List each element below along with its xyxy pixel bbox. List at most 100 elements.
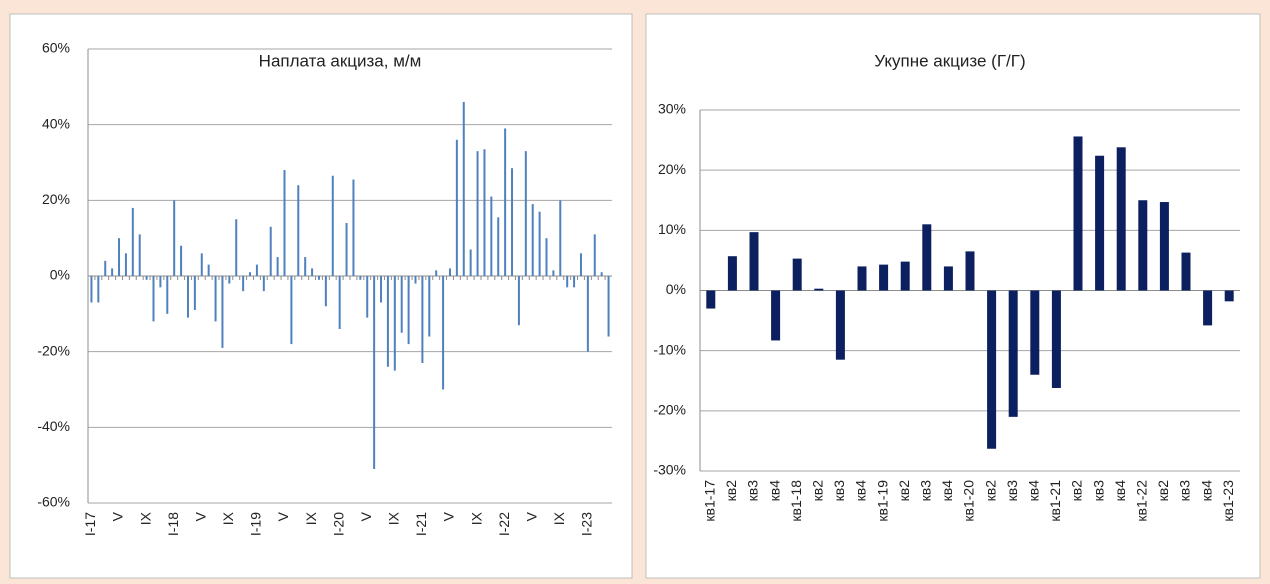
x-tick-label: кв1-23	[1220, 480, 1236, 522]
bar	[552, 270, 555, 276]
left-panel	[9, 13, 633, 579]
bar	[304, 257, 307, 276]
y-tick-label: -10%	[653, 341, 686, 357]
bar	[255, 264, 258, 276]
x-tick-label: кв3	[1177, 480, 1193, 502]
x-tick-label: кв1-21	[1047, 480, 1063, 522]
bar	[366, 276, 369, 318]
bar	[124, 253, 127, 276]
bar	[166, 276, 169, 314]
y-tick-label: 20%	[658, 161, 686, 177]
bar	[706, 290, 716, 309]
x-tick-label: кв4	[1112, 480, 1128, 502]
bar	[317, 276, 320, 280]
bar	[359, 276, 362, 280]
x-tick-label: I-23	[579, 512, 595, 536]
x-tick-label: V	[358, 511, 374, 521]
bar	[228, 276, 231, 284]
bar	[345, 223, 348, 276]
bar	[600, 272, 603, 276]
x-tick-label: кв3	[745, 480, 761, 502]
bar	[943, 266, 953, 291]
bar	[111, 268, 114, 276]
x-tick-label: IX	[137, 511, 153, 525]
bar	[407, 276, 410, 345]
y-tick-label: 10%	[658, 221, 686, 237]
bar	[545, 238, 548, 276]
bar	[1203, 290, 1213, 326]
bar	[180, 245, 183, 276]
bar	[311, 268, 314, 276]
x-tick-label: I-17	[82, 512, 98, 536]
y-tick-label: 40%	[42, 115, 70, 131]
bar	[1095, 155, 1105, 291]
x-tick-label: кв2	[1155, 480, 1171, 502]
bar	[879, 264, 889, 291]
bar	[186, 276, 189, 318]
bar	[1138, 200, 1148, 291]
bar	[517, 276, 520, 326]
bar	[1159, 202, 1169, 291]
bar	[1116, 147, 1126, 291]
y-tick-label: -40%	[37, 418, 70, 434]
bar	[814, 288, 824, 291]
chart-title: Наплата акциза, м/м	[259, 51, 422, 70]
x-tick-label: I-18	[165, 512, 181, 536]
bar	[138, 234, 141, 276]
bar	[476, 151, 479, 276]
bar	[586, 276, 589, 352]
y-tick-label: 0%	[666, 281, 686, 297]
x-tick-label: кв4	[939, 480, 955, 502]
bar	[338, 276, 341, 329]
bar	[524, 151, 527, 276]
bar	[352, 179, 355, 276]
bar	[531, 204, 534, 276]
chart-title: Укупне акцизе (Г/Г)	[874, 51, 1025, 70]
bar	[145, 276, 148, 280]
x-tick-label: I-20	[330, 512, 346, 536]
right-panel	[645, 13, 1261, 579]
bar	[104, 260, 107, 276]
x-tick-label: кв1-17	[702, 480, 718, 522]
bar	[511, 168, 514, 276]
bar	[483, 149, 486, 276]
bar	[462, 101, 465, 276]
x-tick-label: V	[192, 511, 208, 521]
x-tick-label: кв4	[1198, 480, 1214, 502]
x-tick-label: кв2	[810, 480, 826, 502]
x-tick-label: кв2	[1069, 480, 1085, 502]
x-tick-label: кв2	[896, 480, 912, 502]
bar	[221, 276, 224, 348]
y-tick-label: -60%	[37, 494, 70, 510]
x-tick-label: V	[523, 511, 539, 521]
bar	[214, 276, 217, 322]
bar	[1008, 290, 1018, 417]
x-tick-label: кв4	[1026, 480, 1042, 502]
y-tick-label: -20%	[37, 342, 70, 358]
bar	[922, 224, 932, 291]
x-tick-label: V	[275, 511, 291, 521]
x-tick-label: IX	[468, 511, 484, 525]
bar	[573, 276, 576, 288]
bar	[421, 276, 424, 364]
x-tick-label: кв3	[918, 480, 934, 502]
bar	[262, 276, 265, 292]
bar	[455, 139, 458, 276]
x-tick-label: кв1-22	[1134, 480, 1150, 522]
y-tick-label: -20%	[653, 402, 686, 418]
bar	[900, 261, 910, 291]
y-tick-label: 0%	[50, 267, 70, 283]
bar	[90, 276, 93, 303]
x-tick-label: I-19	[248, 512, 264, 536]
bar	[242, 276, 245, 292]
bar	[97, 276, 100, 303]
bar	[442, 276, 445, 390]
bar	[297, 185, 300, 276]
x-tick-label: кв1-20	[961, 480, 977, 522]
bar	[579, 253, 582, 276]
bar	[414, 276, 417, 284]
bar	[792, 258, 802, 291]
bar	[207, 264, 210, 276]
bar	[771, 290, 781, 341]
